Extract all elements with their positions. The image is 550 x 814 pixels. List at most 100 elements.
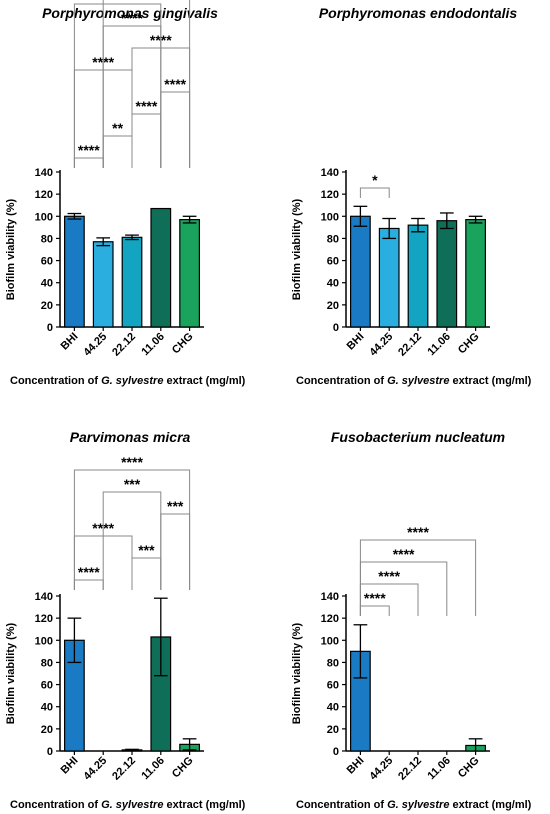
significance-stars: * <box>372 172 378 188</box>
y-axis-label: Biofilm viability (%) <box>291 622 303 724</box>
significance-bracket <box>359 539 477 616</box>
x-axis-label-part: extract (mg/ml) <box>163 799 245 811</box>
y-tick-label: 120 <box>35 613 53 625</box>
y-tick-label: 100 <box>321 211 339 223</box>
x-tick-label: CHG <box>170 331 196 357</box>
x-tick-label: 22.12 <box>110 331 138 359</box>
x-tick-label: 11.06 <box>139 755 167 783</box>
chart-title: Porphyromonas endodontalis <box>319 5 518 21</box>
significance-stars: ** <box>112 120 123 136</box>
chart-title: Fusobacterium nucleatum <box>331 429 505 445</box>
bar <box>436 220 458 328</box>
x-axis-label-part: G. sylvestre <box>387 799 449 811</box>
significance-bracket <box>160 91 191 168</box>
x-axis-label: Concentration of G. sylvestre extract (m… <box>10 799 246 811</box>
significance-stars: *** <box>167 498 184 514</box>
x-axis-label-part: Concentration of <box>10 375 101 387</box>
bar <box>465 219 486 328</box>
x-tick-label: BHI <box>59 331 81 353</box>
x-tick-label: BHI <box>345 331 367 353</box>
significance-stars: **** <box>121 454 143 470</box>
x-axis-label: Concentration of G. sylvestre extract (m… <box>296 799 532 811</box>
x-axis-label-part: Concentration of <box>296 799 387 811</box>
bar <box>92 241 114 328</box>
significance-bracket <box>359 605 390 616</box>
y-tick-label: 100 <box>35 211 53 223</box>
x-tick-label: CHG <box>456 755 482 781</box>
x-tick-label: CHG <box>456 331 482 357</box>
significance-bracket <box>131 557 162 590</box>
significance-bracket <box>102 491 162 590</box>
significance-stars: **** <box>364 590 386 606</box>
chart-panel-p-endodontalis: Porphyromonas endodontalis Biofilm viabil… <box>291 5 532 387</box>
x-tick-label: 44.25 <box>81 755 109 783</box>
y-tick-label: 140 <box>321 167 339 179</box>
y-tick-label: 60 <box>327 256 339 268</box>
y-tick-label: 120 <box>321 189 339 201</box>
x-axis-label-part: Concentration of <box>10 799 101 811</box>
x-tick-label: 44.25 <box>367 331 395 359</box>
y-tick-label: 140 <box>321 591 339 603</box>
x-tick-label: 22.12 <box>110 755 138 783</box>
y-tick-label: 20 <box>327 724 339 736</box>
significance-stars: **** <box>121 10 143 26</box>
significance-stars: **** <box>378 568 400 584</box>
significance-stars: **** <box>78 142 100 158</box>
y-tick-label: 140 <box>35 591 53 603</box>
y-tick-label: 60 <box>41 256 53 268</box>
y-tick-label: 140 <box>35 167 53 179</box>
bar <box>64 215 85 328</box>
y-tick-label: 80 <box>41 233 53 245</box>
y-tick-label: 60 <box>327 680 339 692</box>
x-axis-label-part: Concentration of <box>296 375 387 387</box>
y-tick-label: 120 <box>321 613 339 625</box>
y-tick-label: 80 <box>327 233 339 245</box>
significance-stars: **** <box>164 76 186 92</box>
y-axis-label: Biofilm viability (%) <box>5 198 17 300</box>
bar <box>121 236 143 328</box>
significance-bracket <box>73 157 104 168</box>
x-axis-label-part: G. sylvestre <box>101 799 163 811</box>
y-tick-label: 20 <box>327 300 339 312</box>
significance-stars: **** <box>407 524 429 540</box>
y-tick-label: 80 <box>327 657 339 669</box>
y-tick-label: 40 <box>41 278 53 290</box>
significance-stars: **** <box>136 98 158 114</box>
x-axis-label-part: extract (mg/ml) <box>449 799 531 811</box>
x-axis-label-part: G. sylvestre <box>101 375 163 387</box>
x-axis-label-part: extract (mg/ml) <box>449 375 531 387</box>
x-tick-label: 22.12 <box>396 331 424 359</box>
chart-title: Porphyromonas gingivalis <box>42 5 218 21</box>
y-tick-label: 0 <box>47 746 53 758</box>
y-tick-label: 40 <box>327 702 339 714</box>
y-tick-label: 60 <box>41 680 53 692</box>
y-tick-label: 0 <box>333 322 339 334</box>
y-tick-label: 20 <box>41 724 53 736</box>
x-axis-label-part: G. sylvestre <box>387 375 449 387</box>
y-tick-label: 100 <box>35 635 53 647</box>
chart-panel-f-nucleatum: Fusobacterium nucleatum Biofilm viability… <box>291 429 532 811</box>
x-axis-label-part: extract (mg/ml) <box>163 375 245 387</box>
significance-stars: **** <box>107 0 129 4</box>
y-tick-label: 40 <box>41 702 53 714</box>
bar <box>350 215 371 328</box>
y-tick-label: 40 <box>327 278 339 290</box>
chart-panel-p-gingivalis: Porphyromonas gingivalis Biofilm viabilit… <box>5 0 246 387</box>
significance-stars: **** <box>78 564 100 580</box>
y-axis-label: Biofilm viability (%) <box>291 198 303 300</box>
bar <box>150 207 172 328</box>
significance-stars: **** <box>393 546 415 562</box>
significance-bracket <box>73 3 162 168</box>
chart-panel-p-micra: Parvimonas micra Biofilm viability (%) 0 20… <box>5 429 246 811</box>
significance-bracket <box>131 113 162 168</box>
significance-stars: *** <box>138 542 155 558</box>
x-tick-label: 44.25 <box>81 331 109 359</box>
significance-stars: *** <box>124 476 141 492</box>
y-tick-label: 0 <box>333 746 339 758</box>
y-tick-label: 80 <box>41 657 53 669</box>
significance-bracket <box>102 0 191 168</box>
significance-bracket <box>160 513 191 590</box>
y-tick-label: 100 <box>321 635 339 647</box>
x-axis-label: Concentration of G. sylvestre extract (m… <box>10 375 246 387</box>
